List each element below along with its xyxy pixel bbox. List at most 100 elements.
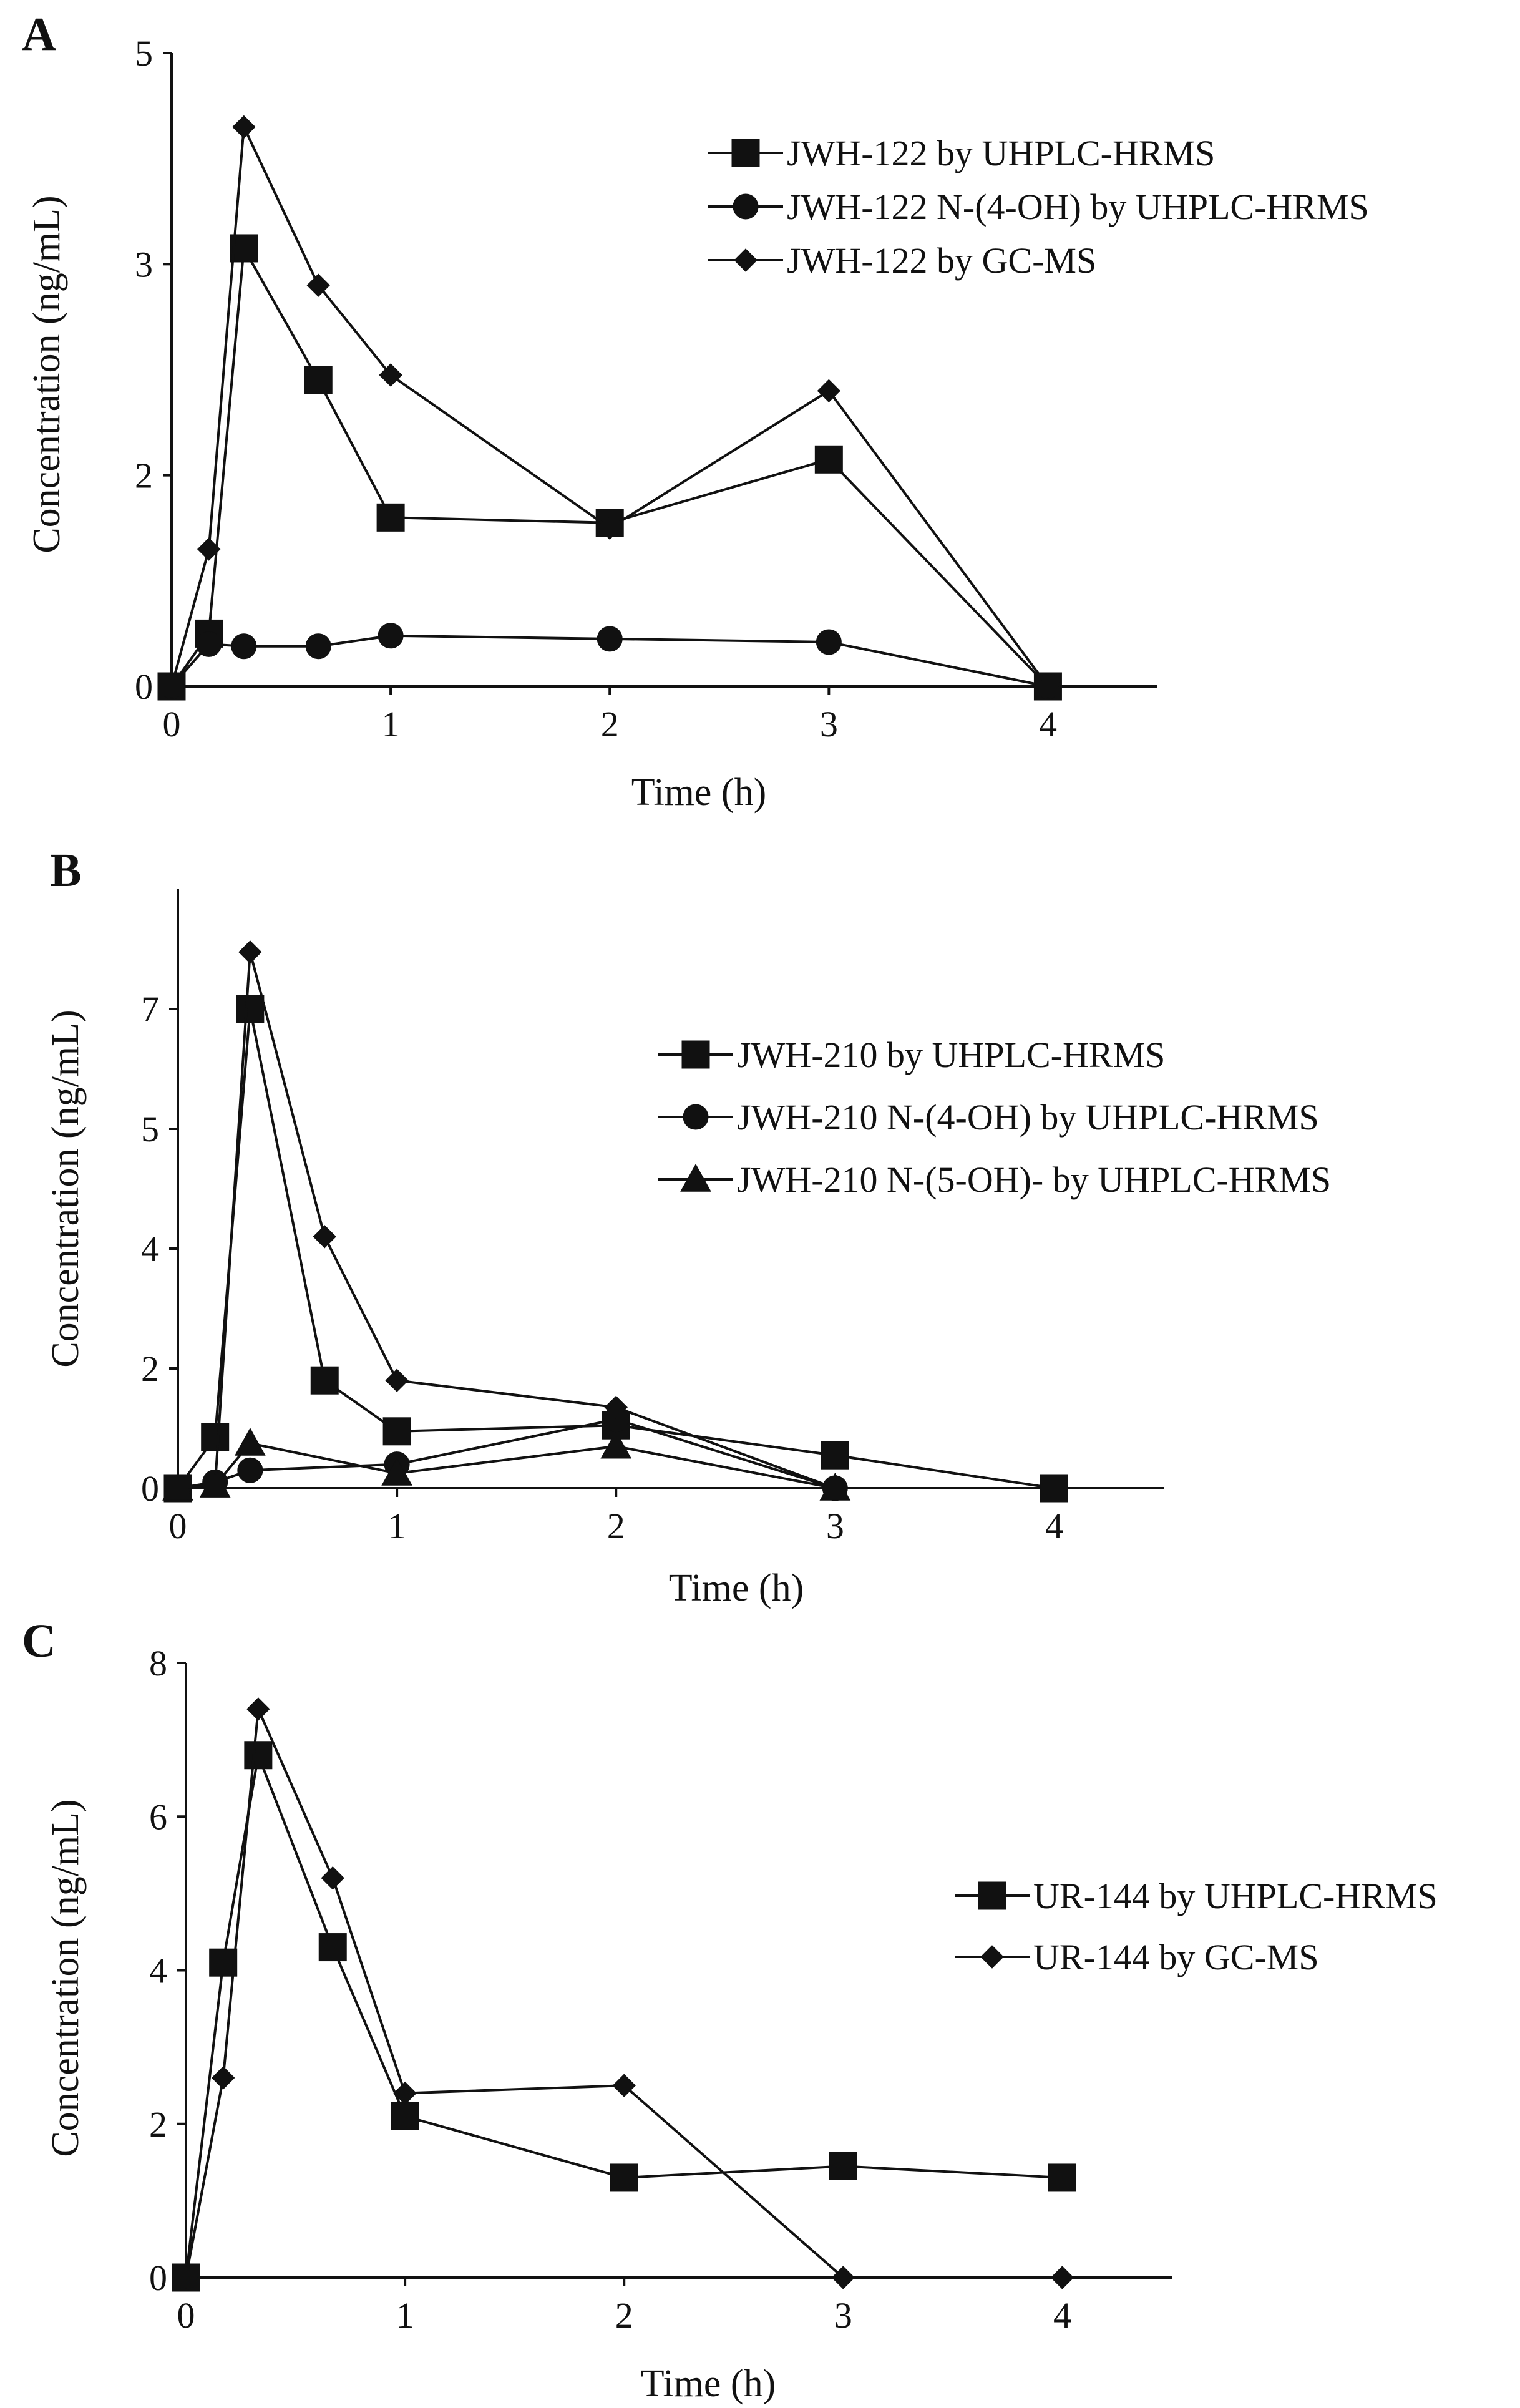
legend-item: JWH-122 by GC-MS [708, 240, 1096, 281]
data-point [174, 2266, 198, 2289]
x-tick-label: 2 [607, 1506, 625, 1546]
data-point [1050, 2266, 1074, 2289]
y-tick-label: 0 [135, 666, 153, 707]
series-2 [174, 1697, 1074, 2289]
series-line [170, 122, 1050, 688]
x-tick-label: 3 [834, 2295, 852, 2336]
x-tick-label: 1 [388, 1506, 406, 1546]
legend-label: UR-144 by UHPLC-HRMS [1033, 1876, 1438, 1916]
legend-label: JWH-122 by UHPLC-HRMS [787, 133, 1215, 173]
x-tick-label: 4 [1045, 1506, 1063, 1546]
data-point [201, 1423, 230, 1451]
legend-item: JWH-122 by UHPLC-HRMS [708, 133, 1215, 173]
y-tick-label: 5 [135, 33, 153, 74]
y-tick-label: 3 [135, 244, 153, 285]
data-point [246, 1697, 270, 1721]
data-point [829, 2152, 857, 2180]
x-tick-label: 4 [1053, 2295, 1071, 2336]
legend-label: JWH-210 by UHPLC-HRMS [737, 1035, 1165, 1075]
series-line [185, 1704, 1063, 2279]
data-point [237, 1457, 263, 1483]
data-point [318, 1933, 347, 1962]
y-tick-label: 6 [149, 1796, 167, 1837]
series-4 [166, 940, 847, 1500]
data-point [381, 1457, 412, 1486]
data-point [612, 2074, 636, 2097]
data-point [166, 1476, 190, 1500]
data-point [385, 1368, 409, 1392]
legend-marker [734, 248, 758, 272]
data-point [382, 1417, 411, 1446]
data-point [1036, 675, 1060, 698]
legend-marker [980, 1945, 1004, 1969]
legend-label: JWH-122 by GC-MS [787, 240, 1096, 281]
y-tick-label: 5 [141, 1109, 159, 1149]
data-point [244, 1741, 273, 1770]
data-point [393, 2081, 417, 2105]
x-tick-label: 3 [820, 704, 838, 744]
data-point [232, 115, 256, 139]
series-line [177, 1008, 1055, 1489]
x-axis-title: Time (h) [641, 2362, 776, 2405]
data-point [321, 1866, 344, 1890]
x-tick-label: 1 [396, 2295, 414, 2336]
x-tick-label: 2 [601, 704, 619, 744]
x-tick-label: 0 [169, 1506, 187, 1546]
series-3 [160, 115, 1060, 698]
series-1 [163, 995, 1068, 1503]
data-point [313, 1225, 336, 1249]
legend: JWH-210 by UHPLC-HRMS JWH-210 N-(4-OH) by… [658, 1035, 1331, 1200]
chart-panel-b: B 0 2 4 5 7 0 1 2 3 4 Time (h) Concentration (ng/mL)… [44, 844, 1331, 1609]
data-point [821, 1441, 849, 1470]
panel-letter: A [22, 8, 56, 61]
series-2 [158, 623, 1061, 699]
y-tick-label: 2 [141, 1348, 159, 1389]
data-point [817, 379, 841, 403]
x-tick-label: 0 [163, 704, 181, 744]
panel-letter: C [22, 1615, 56, 1667]
series-line [177, 1441, 836, 1489]
x-axis-title: Time (h) [669, 1567, 804, 1609]
data-point [379, 363, 402, 387]
x-axis-title: Time (h) [631, 771, 766, 814]
legend-item: UR-144 by UHPLC-HRMS [955, 1876, 1438, 1916]
data-point [231, 633, 257, 660]
data-point [238, 940, 262, 964]
legend: UR-144 by UHPLC-HRMS UR-144 by GC-MS [955, 1876, 1438, 1977]
legend-marker [680, 1163, 711, 1192]
legend-marker [681, 1040, 710, 1069]
y-tick-label: 4 [149, 1951, 167, 1991]
data-point [236, 995, 265, 1023]
y-tick-label: 8 [149, 1643, 167, 1684]
legend-item: UR-144 by GC-MS [955, 1937, 1319, 1977]
data-point [306, 273, 330, 297]
y-axis-title: Concentration (ng/mL) [44, 1010, 87, 1367]
data-point [203, 1473, 227, 1497]
legend-marker [733, 193, 759, 220]
legend: JWH-122 by UHPLC-HRMS JWH-122 N-(4-OH) by… [708, 133, 1369, 281]
legend-item: JWH-122 N-(4-OH) by UHPLC-HRMS [708, 187, 1369, 227]
legend-item: JWH-210 by UHPLC-HRMS [658, 1035, 1165, 1075]
data-point [610, 2163, 638, 2192]
legend-marker [683, 1104, 709, 1130]
legend-label: UR-144 by GC-MS [1033, 1937, 1319, 1977]
data-point [196, 631, 222, 657]
legend-label: JWH-122 N-(4-OH) by UHPLC-HRMS [787, 187, 1369, 227]
x-tick-label: 4 [1039, 704, 1057, 744]
legend-item: JWH-210 N-(4-OH) by UHPLC-HRMS [658, 1097, 1319, 1138]
chart-panel-a: A 0 2 3 5 0 1 2 3 4 Time (h) Concentration (ng/mL) J… [22, 8, 1369, 814]
legend-label: JWH-210 N-(4-OH) by UHPLC-HRMS [737, 1097, 1319, 1138]
data-point [310, 1366, 339, 1395]
x-tick-label: 1 [382, 704, 400, 744]
data-point [1048, 2163, 1076, 2192]
legend-marker [978, 1881, 1006, 1910]
data-point [600, 1430, 632, 1459]
data-point [597, 626, 623, 652]
data-point [160, 675, 183, 698]
data-point [235, 1427, 266, 1456]
x-tick-label: 0 [177, 2295, 195, 2336]
y-axis-title: Concentration (ng/mL) [44, 1799, 87, 2157]
data-point [197, 537, 221, 561]
data-point [816, 629, 842, 655]
